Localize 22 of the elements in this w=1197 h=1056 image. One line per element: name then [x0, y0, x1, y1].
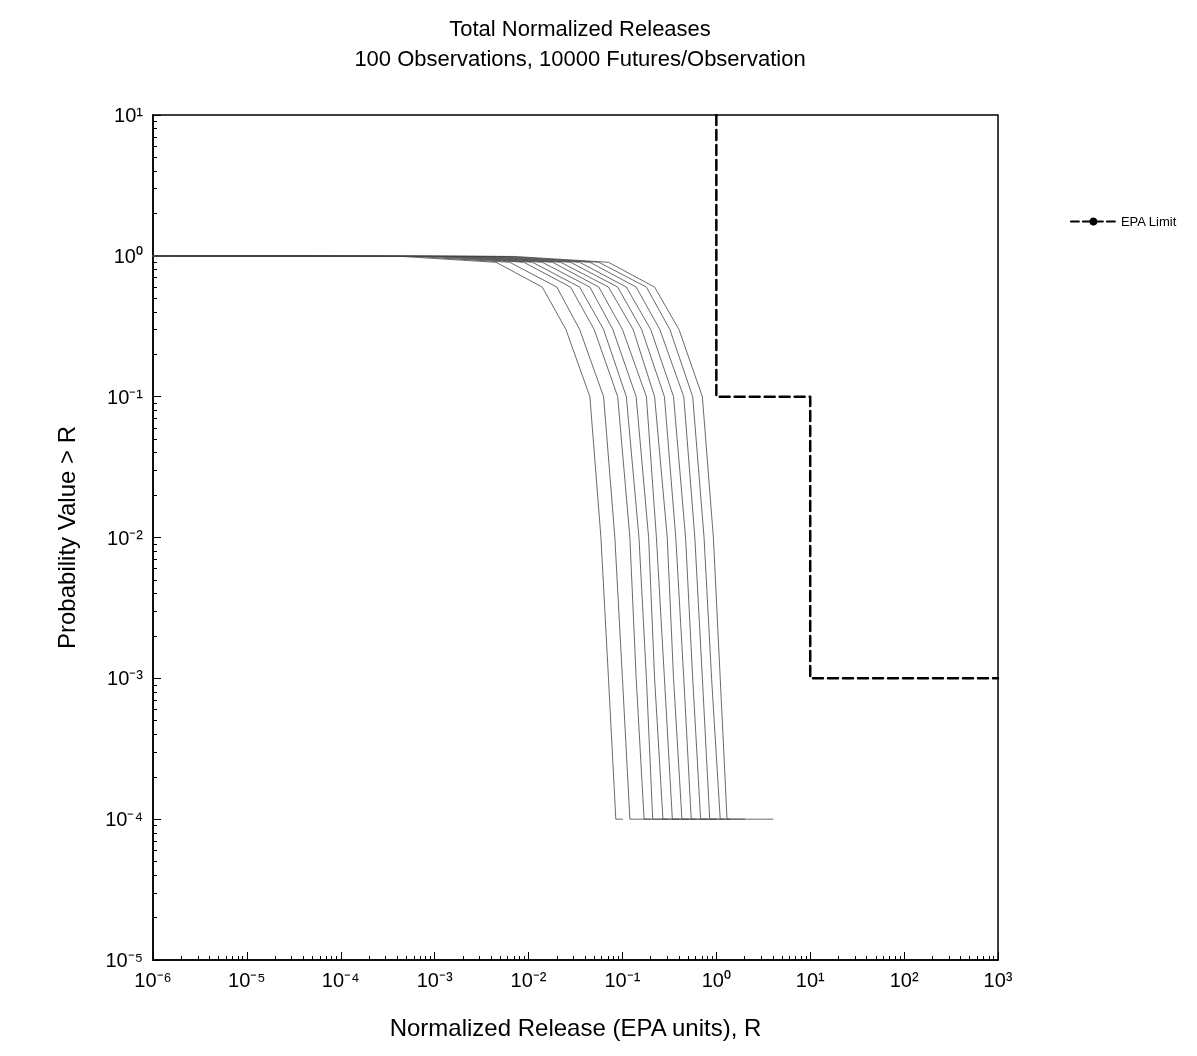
x-tick-label: 10⁻¹ [604, 969, 641, 991]
x-tick-label: 10² [889, 969, 919, 991]
x-tick-label: 10⁻⁴ [321, 969, 360, 991]
y-tick-label: 10⁻⁴ [105, 808, 143, 831]
x-tick-label: 10⁻⁶ [134, 969, 172, 991]
chart-subtitle: 100 Observations, 10000 Futures/Observation [354, 45, 806, 71]
x-tick-label: 10⁻³ [416, 969, 453, 991]
y-tick-label: 10⁻² [107, 526, 144, 549]
y-tick-label: 10⁻¹ [107, 385, 144, 408]
x-axis-title: Normalized Release (EPA units), R [389, 1013, 762, 1041]
x-tick-label: 10⁰ [701, 969, 731, 991]
x-tick-label: 10⁻² [510, 969, 547, 991]
y-tick-label: 10⁰ [113, 244, 143, 267]
x-tick-label: 10⁻⁵ [228, 969, 266, 991]
chart-title: Total Normalized Releases [449, 15, 711, 41]
x-tick-label: 10¹ [795, 969, 826, 991]
y-tick-label: 10⁻⁵ [105, 949, 143, 971]
y-axis-title: Probability Value > R [52, 425, 80, 650]
legend-label: EPA Limit [1120, 214, 1177, 229]
y-tick-label: 10¹ [114, 104, 144, 126]
x-tick-label: 10³ [983, 969, 1013, 991]
y-tick-label: 10⁻³ [107, 667, 144, 690]
